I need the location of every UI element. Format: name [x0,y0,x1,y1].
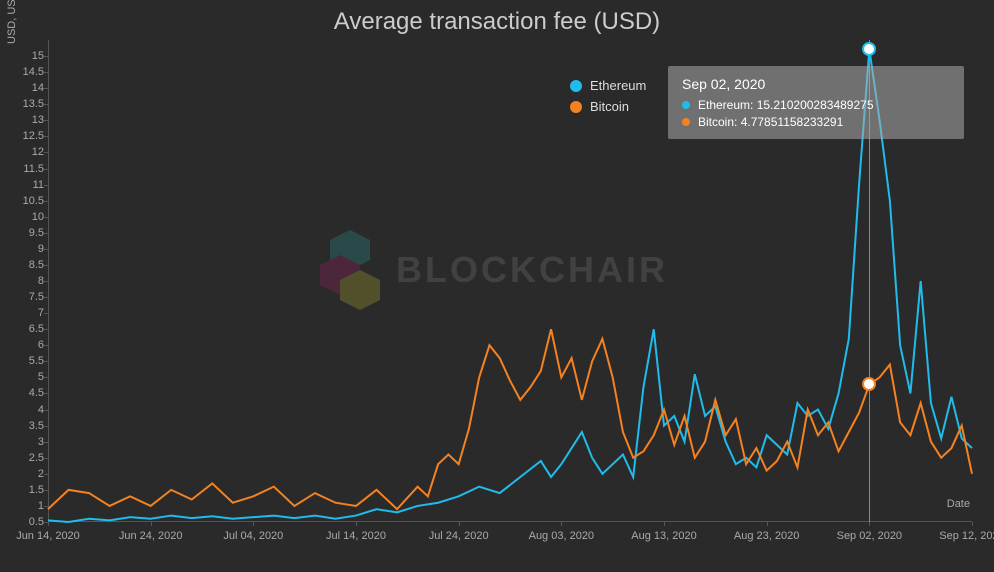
y-tick-label: 1.5 [4,484,44,496]
y-tick-label: 7.5 [4,291,44,303]
x-tick-label: Jul 04, 2020 [223,530,283,542]
tooltip-row-ethereum: Ethereum: 15.210200283489275 [682,98,950,112]
y-tick-label: 5 [4,371,44,383]
y-tick-label: 9.5 [4,227,44,239]
legend-label-bitcoin: Bitcoin [590,99,629,114]
y-tick-label: 8.5 [4,259,44,271]
y-tick-label: 2.5 [4,452,44,464]
watermark-logo-icon [320,230,380,310]
y-tick-label: 8 [4,275,44,287]
tooltip-label-bitcoin: Bitcoin [698,115,734,129]
y-tick-label: 2 [4,468,44,480]
x-tick-label: Aug 23, 2020 [734,530,799,542]
tooltip: Sep 02, 2020 Ethereum: 15.21020028348927… [668,66,964,139]
y-tick-label: 13 [4,114,44,126]
tooltip-row-bitcoin: Bitcoin: 4.77851158233291 [682,115,950,129]
y-tick-label: 9 [4,243,44,255]
y-tick-label: 3 [4,436,44,448]
y-tick-label: 10.5 [4,195,44,207]
legend-dot-bitcoin [570,101,582,113]
y-tick-label: 11.5 [4,163,44,175]
y-tick-label: 10 [4,211,44,223]
legend-dot-ethereum [570,80,582,92]
chart-title: Average transaction fee (USD) [0,0,994,36]
y-tick-label: 14 [4,82,44,94]
x-tick-label: Sep 12, 2020 [939,530,994,542]
y-tick-label: 6.5 [4,323,44,335]
tooltip-label-ethereum: Ethereum [698,98,750,112]
y-tick-label: 15 [4,50,44,62]
series-line-bitcoin [48,329,972,509]
y-tick-label: 14.5 [4,66,44,78]
x-tick-label: Jul 14, 2020 [326,530,386,542]
watermark: BLOCKCHAIR [320,230,668,310]
y-tick-label: 12 [4,146,44,158]
tooltip-value-ethereum: 15.210200283489275 [757,98,874,112]
y-tick-label: 6 [4,339,44,351]
y-tick-label: 11 [4,179,44,191]
x-tick-label: Aug 13, 2020 [631,530,696,542]
x-tick-label: Jun 14, 2020 [16,530,80,542]
legend-item-bitcoin[interactable]: Bitcoin [570,99,646,114]
tooltip-dot-ethereum [682,101,690,109]
hover-point-ethereum [862,42,876,56]
legend-item-ethereum[interactable]: Ethereum [570,78,646,93]
y-axis-label: USD, USD [6,0,18,44]
y-tick-label: 4.5 [4,387,44,399]
x-tick-label: Jun 24, 2020 [119,530,183,542]
tooltip-date: Sep 02, 2020 [682,76,950,92]
watermark-text: BLOCKCHAIR [396,249,668,291]
hover-point-bitcoin [862,377,876,391]
tooltip-dot-bitcoin [682,118,690,126]
y-tick-label: 3.5 [4,420,44,432]
legend-label-ethereum: Ethereum [590,78,646,93]
y-tick-label: 7 [4,307,44,319]
y-tick-label: 5.5 [4,355,44,367]
y-tick-label: 13.5 [4,98,44,110]
y-tick-label: 4 [4,404,44,416]
tooltip-value-bitcoin: 4.77851158233291 [741,115,844,129]
y-tick-label: 12.5 [4,130,44,142]
x-tick-label: Sep 02, 2020 [837,530,902,542]
y-tick-label: 1 [4,500,44,512]
x-tick-label: Jul 24, 2020 [429,530,489,542]
x-tick-label: Aug 03, 2020 [529,530,594,542]
legend: Ethereum Bitcoin [570,78,646,120]
y-tick-label: 0.5 [4,516,44,528]
